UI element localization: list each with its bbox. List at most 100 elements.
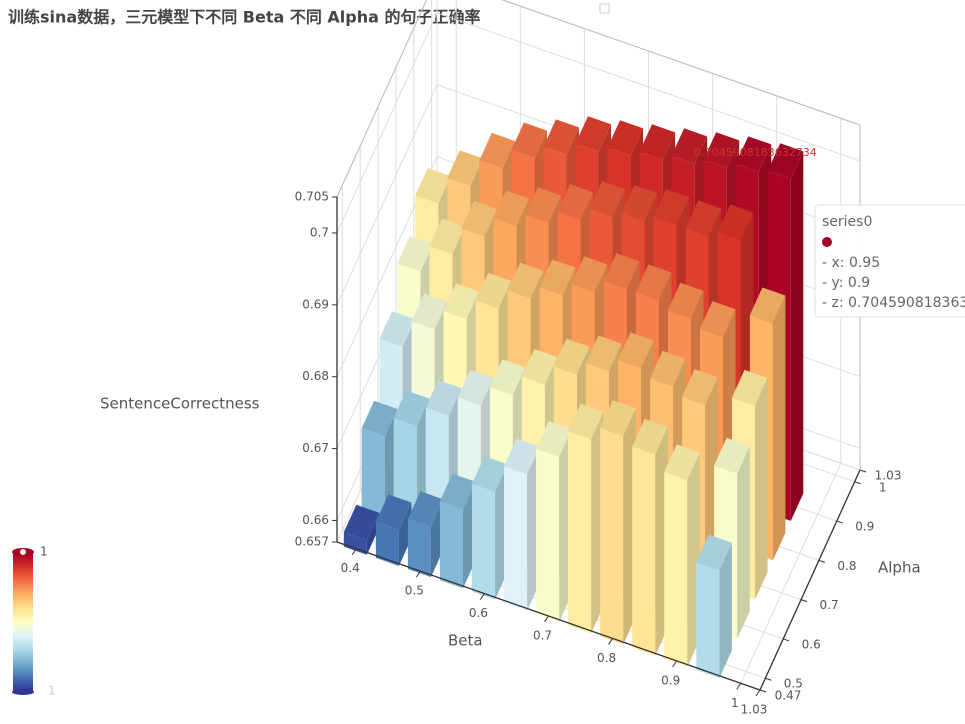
y-axis-title: Alpha [878, 559, 921, 577]
bar-face [375, 521, 399, 566]
bar-face [361, 400, 398, 437]
bar-face [557, 184, 594, 220]
bar-face [635, 264, 672, 300]
visual-map-handle [20, 549, 26, 555]
bar-face [415, 167, 451, 204]
x-tick [479, 593, 485, 600]
x-tick [736, 682, 742, 690]
value-label: 0.7045908183632734 [694, 146, 816, 159]
z-tick-label: 0.705 [295, 190, 329, 204]
x-tick [544, 615, 549, 623]
bars [343, 116, 804, 679]
bar-face [607, 120, 644, 156]
bar-face [632, 446, 656, 656]
bar-face [732, 369, 768, 406]
x-tick-label: 0.4 [341, 561, 360, 575]
bar [664, 444, 700, 667]
z-tick-label: 0.7 [310, 225, 329, 239]
x-tick-label: 0.5 [405, 584, 424, 598]
bar-face [379, 311, 416, 347]
bar-face [682, 369, 718, 405]
y-tick-label: 0.6 [802, 637, 821, 651]
bar-face [457, 369, 494, 406]
bar-face [439, 501, 464, 589]
bar-face [507, 262, 544, 299]
bar-face [568, 431, 592, 634]
x-tick [755, 689, 761, 697]
y-tick [859, 469, 867, 473]
y-tick [800, 599, 808, 603]
chart-title: 训练sina数据，三元模型下不同 Beta 不同 Alpha 的句子正确率 [8, 8, 480, 27]
bar-face [790, 151, 804, 521]
bar-face [471, 456, 508, 492]
bar-face [696, 562, 720, 679]
bar [375, 494, 412, 566]
bar-face [600, 427, 624, 645]
bar-face [553, 338, 590, 375]
x-tick-label: 0.8 [597, 651, 616, 665]
bar-face [536, 421, 572, 457]
bar-face [755, 377, 768, 600]
bar [568, 403, 604, 634]
bar-face [343, 532, 367, 555]
bar-face [536, 448, 560, 623]
y-tick [765, 677, 772, 681]
bar-face [489, 359, 526, 395]
bar-face [575, 116, 612, 152]
bar-face [671, 128, 708, 164]
bar [439, 473, 476, 589]
visual-map-handle [12, 689, 34, 695]
bar-face [571, 256, 608, 292]
bar-face [343, 504, 380, 541]
bar-face [393, 390, 430, 427]
bar-face [443, 283, 480, 319]
bar-face [650, 350, 686, 387]
y-tick [836, 520, 843, 524]
y-tick-label: 1 [879, 480, 887, 494]
bar-face [714, 437, 750, 474]
bar-face [589, 181, 626, 217]
bar-face [653, 189, 690, 225]
tooltip: 0.7045908183632734 series0 - x: 0.95 - y: 0… [694, 146, 965, 318]
bar-face [568, 403, 604, 440]
x-tick [415, 570, 421, 578]
bar-face [397, 235, 433, 272]
y-tick-label: 0.9 [855, 520, 874, 534]
bar-face [667, 282, 704, 319]
bar-face [375, 494, 412, 531]
visual-map[interactable]: 11 [12, 545, 56, 698]
bar-face [539, 259, 576, 296]
bar-face [685, 200, 722, 236]
bar-face [504, 466, 528, 611]
x-tick-label: 1 [731, 696, 739, 710]
visual-map-bar [13, 553, 33, 691]
bar-face [521, 349, 558, 385]
bar-face [411, 293, 448, 330]
bar [504, 438, 540, 611]
bar-face [664, 444, 700, 480]
visual-map-label: 1 [48, 684, 56, 698]
bar-face [632, 418, 668, 455]
bar-face [475, 272, 512, 309]
x-tick-label: 0.6 [469, 606, 488, 620]
bar-face [361, 428, 385, 516]
y-tick-label: 0.47 [775, 689, 802, 703]
y-tick-label: 1.03 [875, 469, 902, 483]
bar-face [600, 400, 636, 436]
tooltip-line: - y: 0.9 [822, 275, 870, 291]
bar-face [618, 332, 654, 368]
bar-face [767, 143, 804, 179]
x-tick [672, 660, 678, 668]
axis-line [336, 541, 761, 691]
toolbox-icon[interactable] [599, 3, 610, 14]
bar-face [735, 136, 772, 172]
tooltip-series: series0 [822, 214, 872, 230]
bar-face [749, 287, 786, 324]
axis-line [759, 469, 861, 691]
z-axis-title: SentenceCorrectness [100, 395, 260, 413]
box-line [501, 0, 861, 126]
bar [536, 421, 572, 623]
bar-face [407, 518, 431, 578]
bar-face [621, 185, 658, 221]
bar-face [479, 132, 515, 169]
